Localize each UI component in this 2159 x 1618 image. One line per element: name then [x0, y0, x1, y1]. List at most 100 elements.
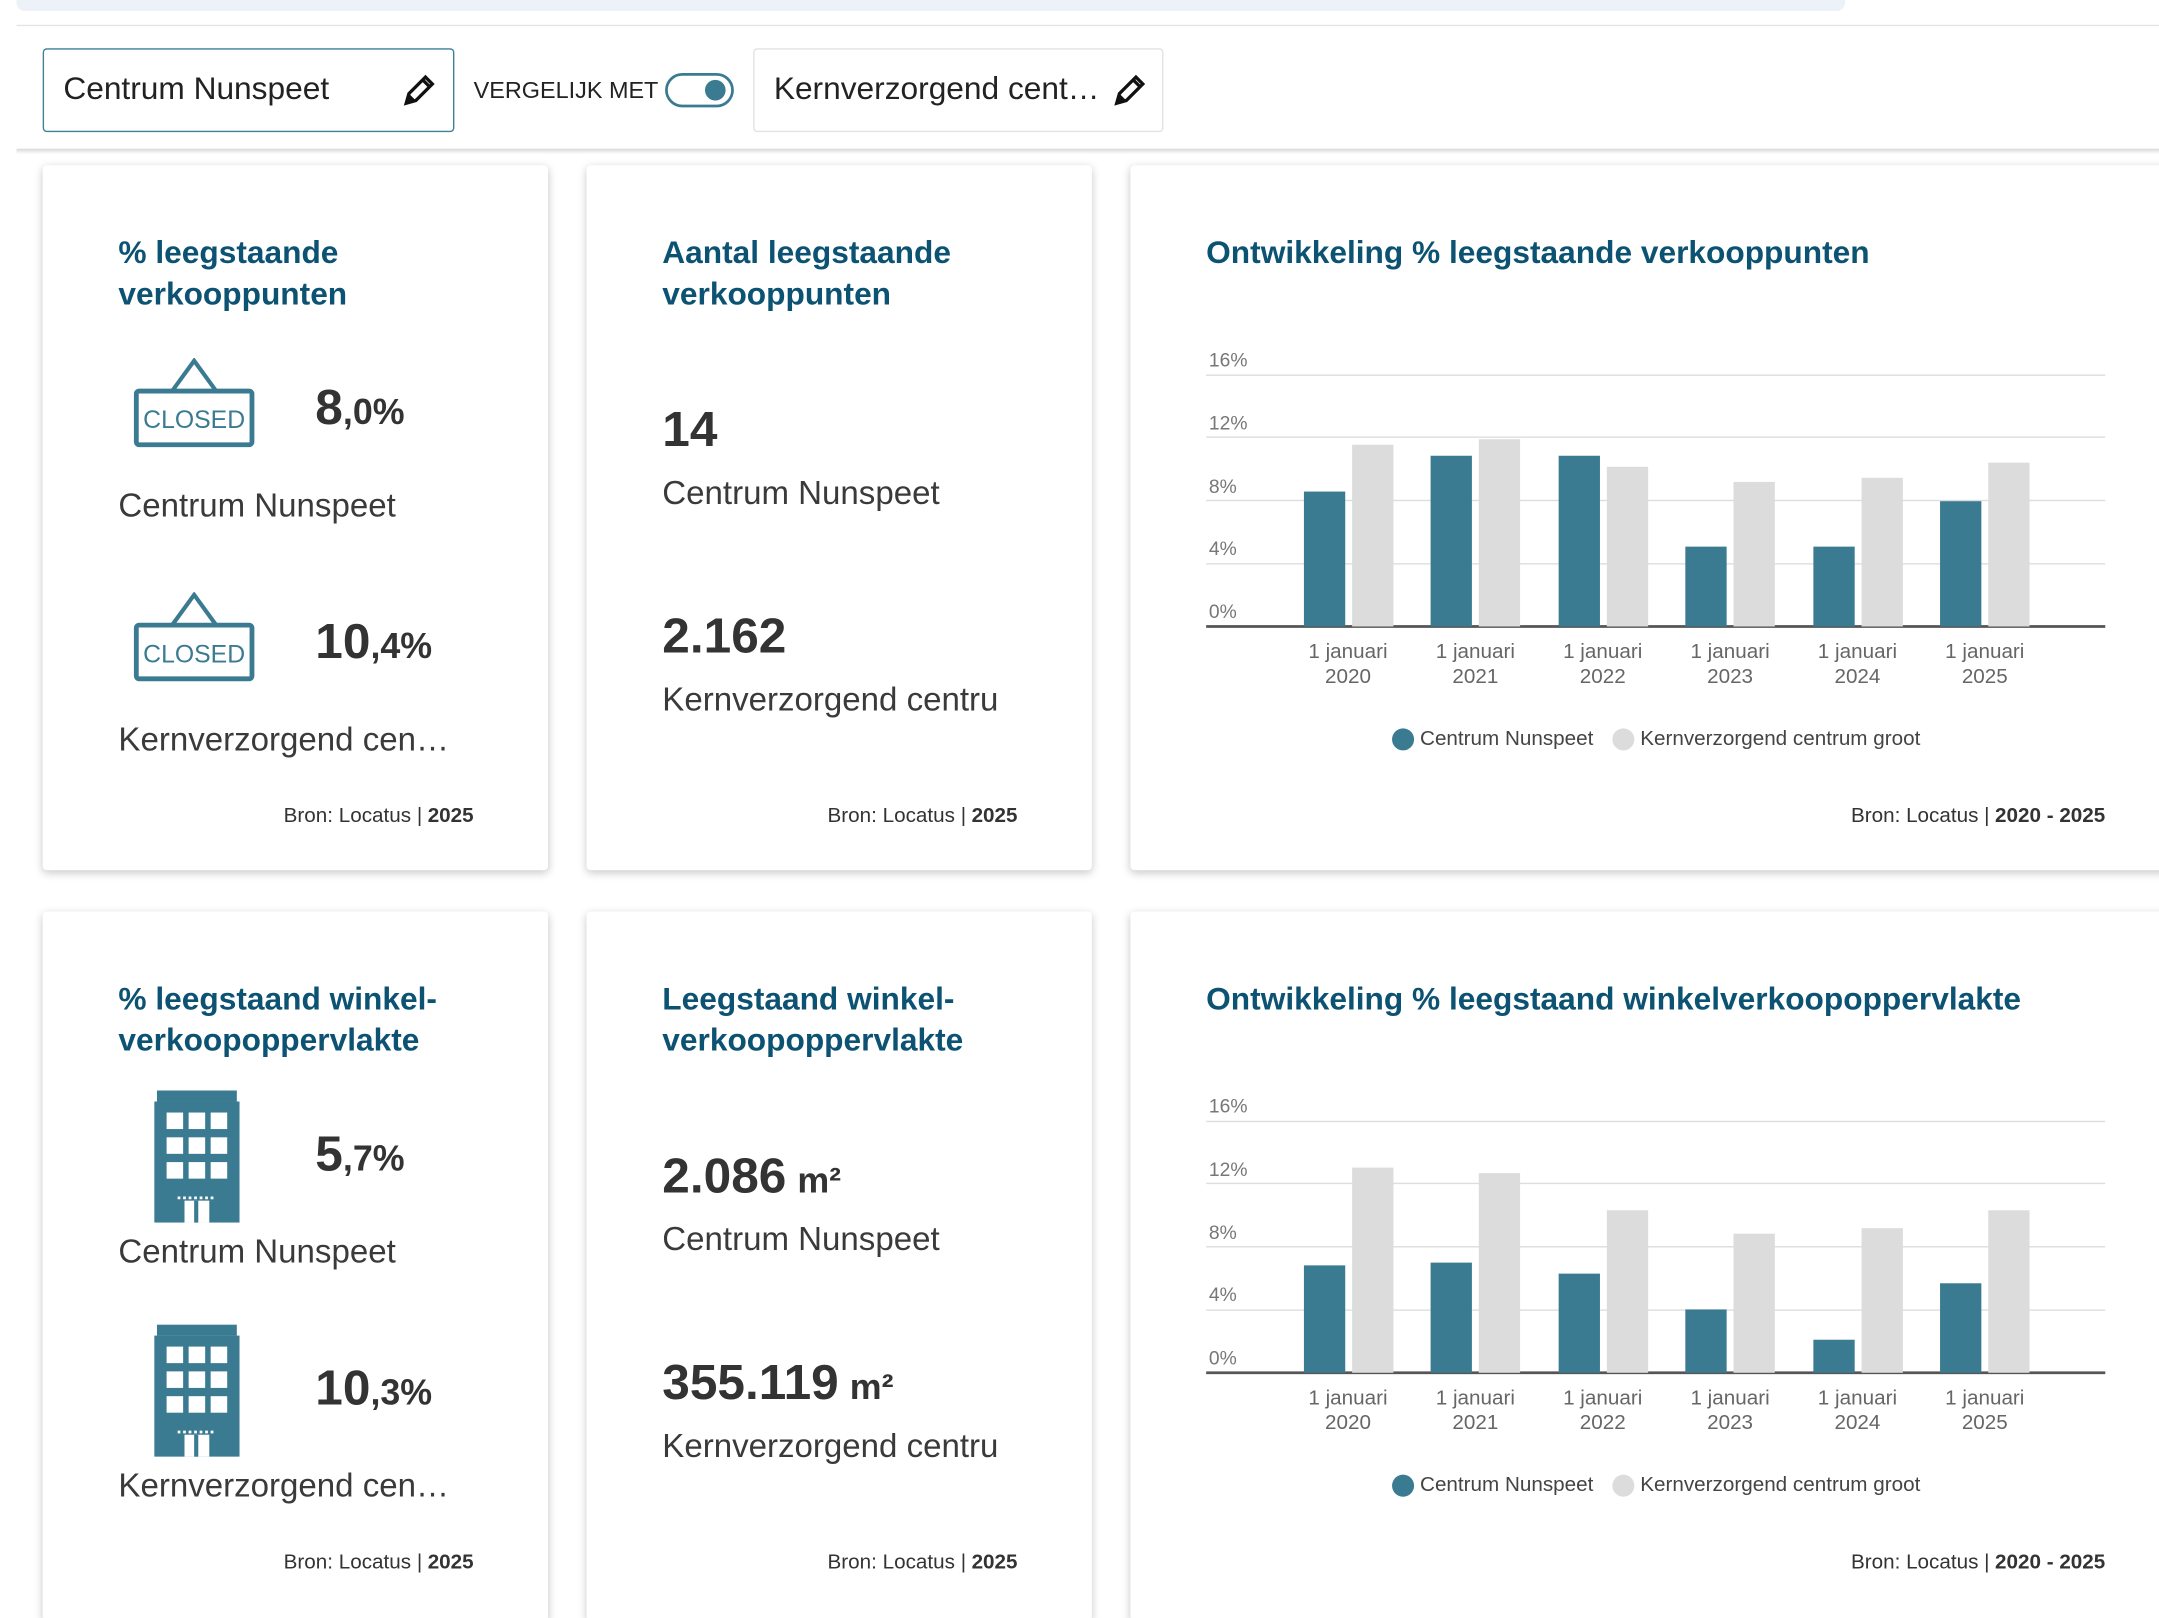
grid-line	[1206, 1120, 2106, 1122]
bar	[1940, 500, 1982, 627]
y-tick-label: 12%	[1208, 411, 1248, 434]
bar	[1557, 1273, 1600, 1373]
icon	[154, 1324, 240, 1457]
card-title: Leegstaand winkel-verkoopoppervlakte	[662, 980, 964, 1058]
y-tick-label: 16%	[1208, 348, 1248, 371]
legend-label: Centrum Nunspeet	[1420, 1473, 1594, 1497]
source: Bron: Locatus | 2020 - 2025	[1130, 1550, 2105, 1573]
bar	[1606, 467, 1648, 627]
bar	[1685, 546, 1727, 627]
bar	[1812, 1339, 1854, 1373]
icon	[133, 357, 255, 449]
source-text: Bron: Locatus |	[283, 1550, 423, 1574]
legend-label: Centrum Nunspeet	[1420, 727, 1594, 751]
x-axis-line	[1206, 625, 2106, 628]
grid-line	[1206, 562, 2106, 565]
y-tick-label: 0%	[1208, 1346, 1237, 1369]
card-title: % leegstaand winkel-verkoopoppervlakte	[118, 980, 437, 1058]
grid-line	[1206, 1309, 2106, 1311]
kpi-card: % leegstaand winkel-verkoopoppervlakte 5,…	[42, 911, 549, 1618]
kpi-value-main: 5	[315, 1124, 343, 1182]
kpi-label: Centrum Nunspeet	[118, 487, 396, 525]
compare-input[interactable]: Kernverzorgend cent…	[753, 48, 1164, 133]
bar	[1988, 1210, 2030, 1373]
kpi-unit: m²	[849, 1365, 894, 1408]
kpi-label: Kernverzorgend centru	[662, 1427, 999, 1466]
icon	[133, 591, 255, 683]
y-tick-label: 12%	[1208, 1157, 1248, 1180]
source-text: Bron: Locatus |	[827, 1550, 967, 1574]
source-text: Bron: Locatus |	[1850, 804, 1990, 828]
x-tick-label: 1 januari 2020	[1308, 640, 1388, 689]
location-input[interactable]: Centrum Nunspeet	[42, 48, 455, 133]
x-tick-label: 1 januari 2024	[1817, 1386, 1898, 1435]
chart-title: Ontwikkeling % leegstaand winkelverkoopo…	[1206, 980, 2022, 1017]
bar	[1478, 1172, 1521, 1373]
icon	[154, 1090, 240, 1223]
kpi-value: 2.086 m²	[662, 1148, 841, 1207]
kpi-card: Aantal leegstaande verkooppunten 14 Centru…	[586, 165, 1092, 871]
bar	[1478, 439, 1521, 627]
compare-toggle[interactable]	[665, 72, 734, 108]
legend: Centrum Nunspeet Kernverzorgend centrum g…	[1130, 1473, 2159, 1497]
compare-label: VERGELIJK MET	[473, 77, 659, 104]
legend-label: Kernverzorgend centrum groot	[1640, 727, 1921, 751]
x-tick-label: 1 januari 2025	[1945, 1386, 2025, 1435]
sign-text: CLOSED	[143, 406, 246, 434]
bar	[1733, 481, 1775, 627]
kpi-value: 10,3%	[315, 1360, 432, 1419]
source: Bron: Locatus | 2020 - 2025	[1130, 804, 2105, 827]
card-title: Aantal leegstaande verkooppunten	[662, 234, 951, 312]
x-tick-label: 1 januari 2023	[1690, 1386, 1770, 1435]
bar	[1303, 491, 1345, 627]
compare-text: Kernverzorgend cent…	[773, 70, 1100, 107]
source-text: Bron: Locatus |	[1850, 1550, 1990, 1574]
kpi-value-main: 10	[315, 1359, 371, 1416]
x-tick-label: 1 januari 2021	[1435, 1386, 1515, 1435]
chart-card: Ontwikkeling % leegstaand winkelverkoopo…	[1130, 911, 2159, 1618]
bar	[1557, 456, 1600, 627]
legend-swatch	[1392, 727, 1415, 750]
y-tick-label: 8%	[1208, 1220, 1237, 1243]
bar	[1430, 456, 1472, 627]
y-tick-label: 8%	[1208, 474, 1237, 497]
kpi-value: 8,0%	[315, 379, 405, 439]
top-bar	[16, 0, 1846, 12]
x-tick-label: 1 januari 2021	[1435, 640, 1515, 689]
source-text: Bron: Locatus |	[827, 804, 967, 828]
kpi-value: 5,7%	[315, 1126, 404, 1185]
source-year: 2025	[971, 1550, 1018, 1574]
x-tick-label: 1 januari 2020	[1308, 1386, 1388, 1435]
source-year: 2025	[427, 804, 474, 828]
edit-icon[interactable]	[399, 72, 438, 111]
kpi-unit: m²	[797, 1159, 842, 1201]
edit-icon[interactable]	[1110, 72, 1149, 111]
location-text: Centrum Nunspeet	[63, 70, 330, 107]
x-tick-label: 1 januari 2025	[1945, 640, 2025, 689]
source: Bron: Locatus | 2025	[284, 1550, 474, 1573]
kpi-card: % leegstaande verkooppunten CLOSED 8,0% Cen…	[42, 165, 549, 871]
legend-item: Centrum Nunspeet	[1392, 727, 1593, 750]
kpi-value-rest: ,0%	[342, 391, 405, 433]
kpi-value: 14	[662, 401, 717, 457]
legend-item: Centrum Nunspeet	[1392, 1473, 1594, 1497]
kpi-label: Kernverzorgend centru	[662, 681, 999, 719]
bar	[1303, 1265, 1345, 1373]
legend-swatch	[1612, 1473, 1635, 1497]
bar	[1940, 1282, 1982, 1373]
x-tick-label: 1 januari 2022	[1563, 640, 1643, 689]
bar	[1430, 1262, 1472, 1373]
kpi-value: 10,4%	[315, 613, 432, 673]
building-icon	[154, 1324, 240, 1457]
y-tick-label: 4%	[1208, 537, 1237, 560]
chart-card: Ontwikkeling % leegstaande verkooppunten…	[1130, 165, 2159, 871]
toolbar-shadow	[16, 148, 2159, 155]
bar	[1351, 445, 1393, 627]
source-period: 2020 - 2025	[1995, 804, 2106, 828]
kpi-label: Kernverzorgend cen…	[118, 721, 450, 759]
kpi-value: 355.119 m²	[662, 1354, 894, 1414]
chart-title: Ontwikkeling % leegstaande verkooppunten	[1206, 234, 1870, 270]
bar	[1351, 1168, 1393, 1373]
kpi-value-rest: ,7%	[342, 1137, 405, 1179]
